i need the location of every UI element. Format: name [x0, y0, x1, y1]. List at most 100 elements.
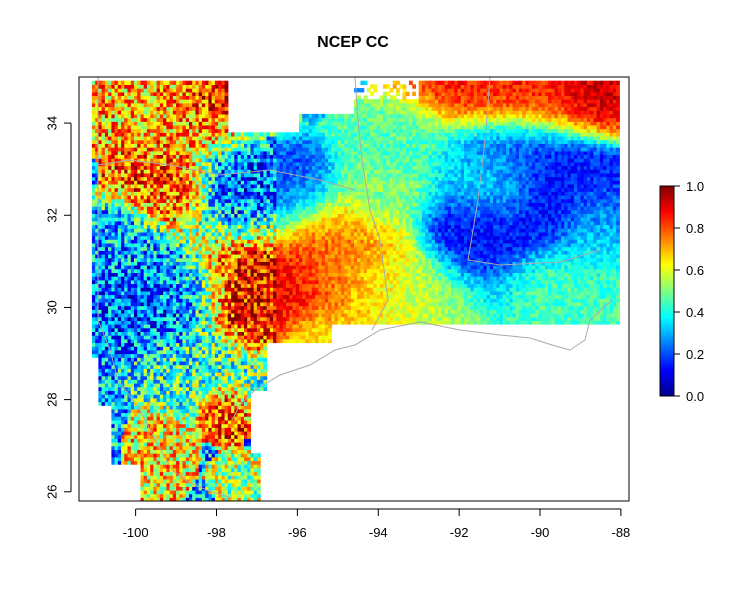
raster-cell	[208, 394, 213, 399]
raster-cell	[104, 372, 109, 377]
raster-cell	[98, 327, 103, 332]
raster-cell	[146, 375, 151, 380]
raster-cell	[192, 99, 196, 104]
raster-cell	[176, 338, 180, 344]
raster-cell	[189, 309, 193, 314]
raster-cell	[159, 113, 164, 119]
raster-cell	[231, 442, 235, 447]
raster-cell	[117, 91, 122, 96]
raster-cell	[98, 231, 103, 237]
raster-cell	[153, 331, 158, 336]
raster-cell	[237, 460, 242, 465]
raster-cell	[198, 467, 203, 473]
raster-cell	[166, 467, 171, 473]
raster-cell	[218, 294, 222, 299]
raster-cell	[214, 375, 219, 380]
raster-cell	[179, 489, 184, 495]
raster-cell	[227, 235, 232, 240]
raster-cell	[95, 265, 99, 270]
raster-cell	[179, 231, 184, 237]
raster-cell	[134, 427, 138, 432]
raster-cell	[137, 301, 141, 307]
raster-cell	[218, 202, 222, 207]
raster-cell	[224, 117, 229, 122]
raster-cell	[218, 408, 222, 414]
raster-cell	[91, 246, 96, 251]
raster-cell	[108, 198, 112, 203]
raster-cell	[172, 338, 177, 344]
raster-cell	[137, 360, 141, 366]
raster-cell	[234, 309, 239, 314]
raster-cell	[205, 195, 209, 200]
raster-cell	[211, 327, 216, 332]
raster-cell	[134, 183, 138, 189]
raster-cell	[208, 198, 213, 203]
raster-cell	[240, 423, 245, 428]
raster-cell	[211, 453, 216, 458]
raster-cell	[150, 261, 154, 266]
raster-cell	[195, 191, 200, 196]
raster-cell	[234, 438, 239, 443]
raster-cell	[117, 206, 122, 211]
raster-cell	[221, 150, 226, 155]
raster-cell	[227, 272, 232, 277]
raster-cell	[121, 128, 125, 133]
raster-cell	[146, 368, 151, 373]
raster-cell	[91, 165, 96, 170]
raster-cell	[156, 246, 161, 251]
raster-cell	[234, 132, 239, 137]
raster-cell	[224, 301, 229, 307]
raster-cell	[185, 309, 190, 314]
raster-cell	[231, 338, 235, 344]
raster-cell	[237, 298, 242, 303]
raster-cell	[214, 191, 219, 196]
raster-cell	[108, 132, 112, 137]
raster-cell	[185, 257, 190, 262]
raster-cell	[192, 430, 196, 436]
raster-cell	[237, 257, 242, 262]
raster-cell	[185, 99, 190, 104]
raster-cell	[146, 316, 151, 321]
raster-cell	[240, 242, 245, 248]
raster-cell	[104, 346, 109, 351]
raster-cell	[117, 357, 122, 362]
raster-cell	[121, 349, 125, 355]
raster-cell	[111, 202, 116, 207]
raster-cell	[117, 117, 122, 122]
raster-cell	[182, 217, 187, 222]
raster-cell	[198, 360, 203, 366]
raster-cell	[227, 290, 232, 296]
raster-cell	[218, 276, 222, 281]
raster-cell	[137, 320, 141, 325]
raster-cell	[201, 438, 206, 443]
raster-cell	[211, 294, 216, 299]
raster-cell	[117, 180, 122, 185]
raster-cell	[172, 124, 177, 130]
raster-cell	[182, 386, 187, 391]
raster-cell	[108, 265, 112, 270]
raster-cell	[163, 383, 167, 388]
raster-cell	[227, 261, 232, 266]
raster-cell	[140, 265, 145, 270]
raster-cell	[156, 231, 161, 237]
raster-cell	[192, 268, 196, 273]
raster-cell	[143, 313, 148, 318]
raster-cell	[137, 338, 141, 344]
raster-cell	[218, 456, 222, 462]
raster-cell	[201, 209, 206, 214]
raster-cell	[130, 183, 135, 189]
raster-cell	[140, 257, 145, 262]
raster-cell	[205, 161, 209, 167]
raster-cell	[176, 95, 180, 100]
raster-cell	[137, 224, 141, 229]
raster-cell	[169, 360, 174, 366]
raster-cell	[182, 202, 187, 207]
raster-cell	[146, 224, 151, 229]
raster-cell	[111, 287, 116, 292]
raster-cell	[192, 117, 196, 122]
raster-cell	[189, 453, 193, 458]
raster-cell	[134, 316, 138, 321]
raster-cell	[221, 80, 226, 85]
raster-cell	[234, 143, 239, 148]
raster-cell	[124, 349, 129, 355]
